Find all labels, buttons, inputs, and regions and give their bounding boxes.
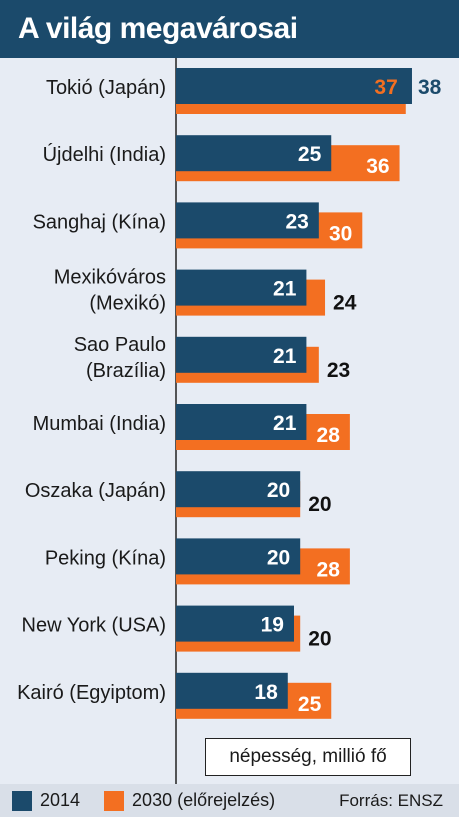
- data-label-2030: 25: [298, 693, 322, 716]
- unit-label: népesség, millió fő: [205, 738, 411, 776]
- legend: 2014 2030 (előrejelzés) Forrás: ENSZ: [0, 784, 459, 817]
- bar-2014: [176, 269, 307, 306]
- legend-label-2030: 2030 (előrejelzés): [132, 790, 276, 810]
- category-label: Sanghaj (Kína): [33, 211, 166, 233]
- category-label-line: Sao Paulo: [74, 334, 166, 356]
- data-label-2014: 18: [254, 681, 278, 704]
- data-label-2014: 20: [267, 546, 290, 569]
- category-label: Oszaka (Japán): [25, 480, 166, 502]
- data-label-2014: 21: [273, 278, 297, 301]
- data-label-2014: 20: [267, 479, 290, 502]
- category-label-line: (Mexikó): [89, 293, 166, 315]
- legend-label-2014: 2014: [40, 790, 81, 810]
- data-label-2030: 30: [329, 222, 352, 245]
- data-label-2014: 21: [273, 345, 297, 368]
- category-label: Tokió (Japán): [46, 77, 166, 99]
- data-label-2014: 21: [273, 412, 297, 435]
- data-label-2030: 20: [308, 493, 331, 516]
- category-label: New York (USA): [22, 615, 167, 637]
- category-label-line: (Brazília): [86, 360, 166, 382]
- bar-2014: [176, 135, 332, 172]
- bar-chart: 38 37 Tokió (Japán) 25 36 Újdelhi (India) 23 30…: [17, 58, 442, 784]
- legend-swatch-2030: [104, 790, 125, 811]
- data-label-2030: 28: [317, 424, 341, 447]
- bar-2014: [176, 538, 301, 575]
- bar-2014: [176, 672, 288, 709]
- data-label-2014: 23: [285, 210, 308, 233]
- bar-2014: [176, 202, 319, 239]
- category-label: Mumbai (India): [33, 413, 166, 435]
- data-label-2030: 36: [366, 155, 389, 178]
- category-label: Peking (Kína): [45, 547, 166, 569]
- data-label-2030: 28: [317, 558, 341, 581]
- data-label-2030: 37: [374, 76, 397, 99]
- chart-title: A világ megavárosai: [18, 12, 298, 45]
- data-label-2014: 25: [298, 143, 322, 166]
- source-note: Forrás: ENSZ: [339, 790, 443, 810]
- legend-item-2014: 2014: [12, 790, 80, 811]
- bar-2014: [176, 471, 301, 508]
- data-label-2030: 23: [327, 359, 350, 382]
- data-label-2014: 38: [418, 76, 442, 99]
- category-label: Kairó (Egyiptom): [17, 682, 166, 704]
- legend-item-2030: 2030 (előrejelzés): [104, 790, 275, 811]
- legend-swatch-2014: [12, 790, 32, 811]
- data-label-2014: 19: [261, 614, 284, 637]
- bar-2014: [176, 68, 412, 104]
- category-label: Sao Paulo (Brazília): [74, 334, 166, 382]
- bar-2014: [176, 605, 294, 642]
- category-label-line: Mexikóváros: [54, 267, 166, 289]
- title-bar: A világ megavárosai: [0, 0, 459, 58]
- bar-2014: [176, 404, 307, 440]
- category-label: Mexikóváros (Mexikó): [54, 267, 166, 315]
- data-label-2030: 20: [308, 628, 331, 651]
- data-label-2030: 24: [333, 292, 357, 315]
- category-label: Újdelhi (India): [43, 143, 166, 166]
- bar-2014: [176, 336, 307, 373]
